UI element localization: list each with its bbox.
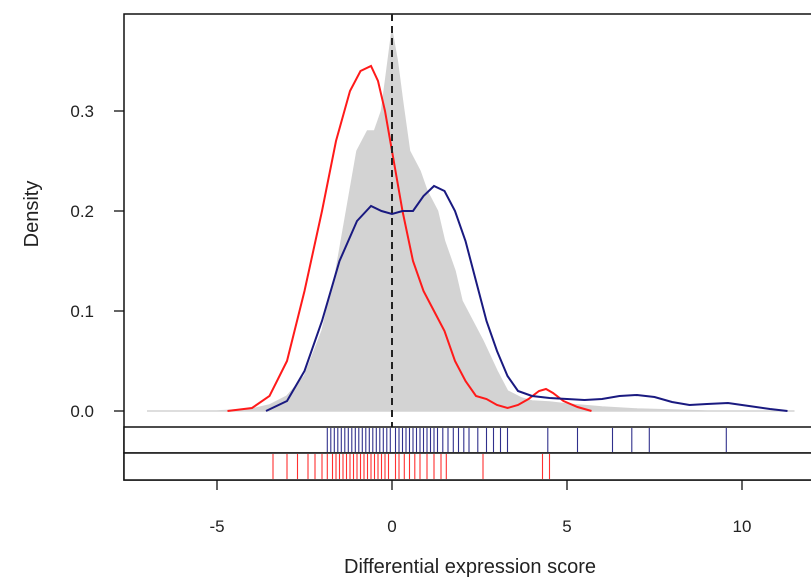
axis-layer: -5 0 5 10 0.0 0.1 0.2 0.3	[70, 102, 751, 536]
rug-strip-0	[123, 426, 811, 454]
x-tick-label-0: -5	[209, 517, 224, 536]
y-tick-label-3: 0.3	[70, 102, 94, 121]
y-tick-label-1: 0.1	[70, 302, 94, 321]
rug-layer	[123, 426, 811, 481]
density-area-0	[147, 30, 795, 412]
rug-strip-1	[123, 452, 811, 481]
x-tick-label-2: 5	[562, 517, 571, 536]
density-line-2	[265, 184, 788, 412]
y-tick-label-2: 0.2	[70, 202, 94, 221]
y-axis-title: Density	[21, 181, 43, 248]
y-tick-label-0: 0.0	[70, 402, 94, 421]
density-layer	[147, 14, 795, 455]
x-tick-label-1: 0	[387, 517, 396, 536]
x-axis-title: Differential expression score	[344, 556, 596, 578]
density-line-1	[227, 64, 592, 412]
x-tick-label-3: 10	[733, 517, 752, 536]
